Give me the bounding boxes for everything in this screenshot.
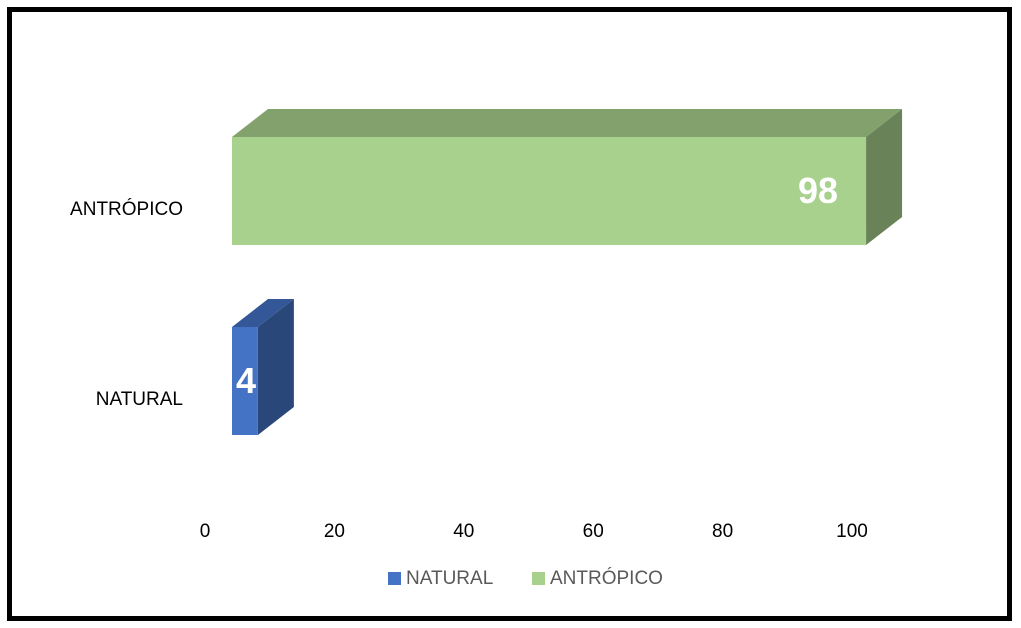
bar bbox=[232, 327, 258, 435]
legend-label: NATURAL bbox=[406, 568, 493, 589]
legend-swatch bbox=[388, 572, 401, 585]
data-label: 4 bbox=[236, 360, 256, 401]
bar-side-face bbox=[257, 299, 294, 435]
x-tick-label: 40 bbox=[453, 521, 474, 542]
x-tick-label: 100 bbox=[836, 521, 868, 542]
bar-top-face bbox=[232, 299, 294, 327]
x-tick-label: 60 bbox=[583, 521, 604, 542]
legend-swatch bbox=[532, 572, 545, 585]
bar bbox=[232, 137, 867, 245]
x-tick-label: 80 bbox=[712, 521, 733, 542]
bar-side-face bbox=[866, 109, 903, 245]
category-label: NATURAL bbox=[96, 389, 183, 410]
x-tick-label: 20 bbox=[324, 521, 345, 542]
legend-label: ANTRÓPICO bbox=[550, 567, 663, 589]
bar-top-face bbox=[232, 109, 903, 137]
category-label: ANTRÓPICO bbox=[70, 198, 183, 220]
x-tick-label: 0 bbox=[200, 521, 211, 542]
data-label: 98 bbox=[798, 170, 838, 211]
